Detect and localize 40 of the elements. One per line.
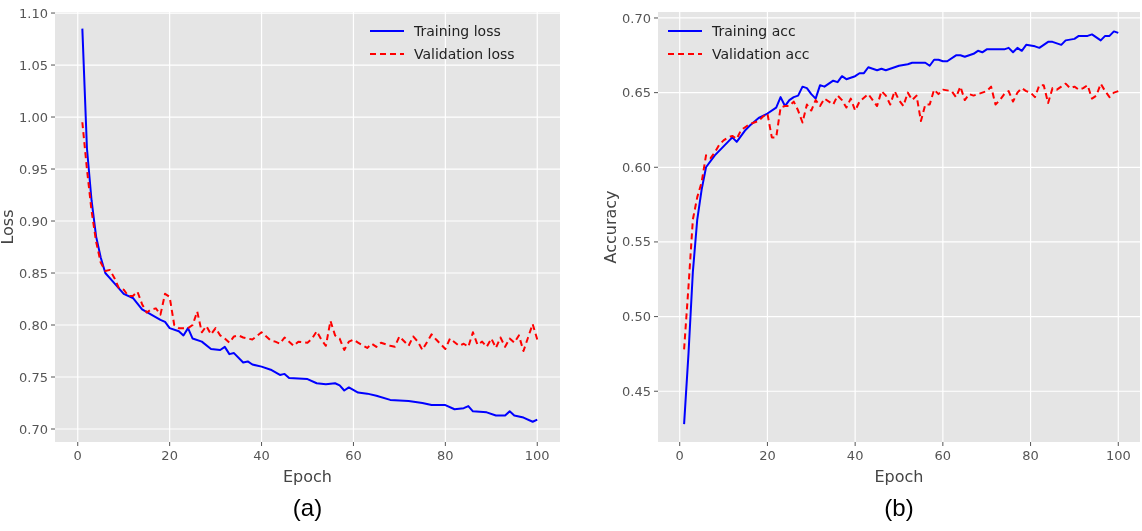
line-series — [81, 121, 539, 353]
x-tick-label: 100 — [1105, 448, 1131, 463]
y-tick-label: 0.60 — [622, 159, 651, 175]
y-tick-label: 0.70 — [622, 10, 651, 26]
x-tick-label: 0 — [73, 448, 82, 463]
x-tick-label: 100 — [524, 448, 550, 463]
x-tick-label: 20 — [161, 448, 178, 463]
x-axis-title: Epoch — [874, 467, 924, 486]
y-axis-title: Accuracy — [601, 190, 620, 264]
y-tick-label: 0.90 — [19, 213, 48, 229]
y-tick-label: 0.65 — [622, 85, 651, 101]
x-tick-label: 40 — [253, 448, 270, 463]
line-series — [81, 27, 539, 423]
y-axis-title: Loss — [0, 209, 17, 245]
y-tick-label: 0.75 — [19, 369, 48, 385]
y-tick-label: 0.70 — [19, 421, 48, 437]
y-tick-label: 0.95 — [19, 161, 48, 177]
x-tick-label: 60 — [345, 448, 362, 463]
y-tick-label: 1.10 — [19, 5, 48, 21]
y-tick-label: 0.45 — [622, 383, 651, 399]
legend-label: Training acc — [711, 22, 796, 39]
y-tick-label: 0.55 — [622, 234, 651, 250]
line-series — [683, 82, 1120, 351]
y-tick-label: 1.00 — [19, 109, 48, 125]
x-tick-label: 80 — [437, 448, 454, 463]
x-tick-label: 20 — [759, 448, 776, 463]
x-tick-label: 80 — [1022, 448, 1039, 463]
y-tick-label: 0.85 — [19, 265, 48, 281]
y-tick-label: 0.80 — [19, 317, 48, 333]
x-tick-label: 40 — [846, 448, 864, 463]
y-tick-label: 1.05 — [19, 57, 48, 73]
x-tick-label: 0 — [675, 448, 684, 463]
y-tick-label: 0.50 — [622, 309, 651, 325]
x-tick-label: 60 — [934, 448, 952, 463]
text: (a) — [292, 494, 323, 521]
x-axis-title: Epoch — [283, 467, 332, 486]
legend-label: Validation acc — [712, 45, 810, 62]
text: (b) — [884, 494, 914, 521]
legend-label: Training loss — [413, 22, 501, 39]
legend-label: Validation loss — [414, 45, 515, 62]
